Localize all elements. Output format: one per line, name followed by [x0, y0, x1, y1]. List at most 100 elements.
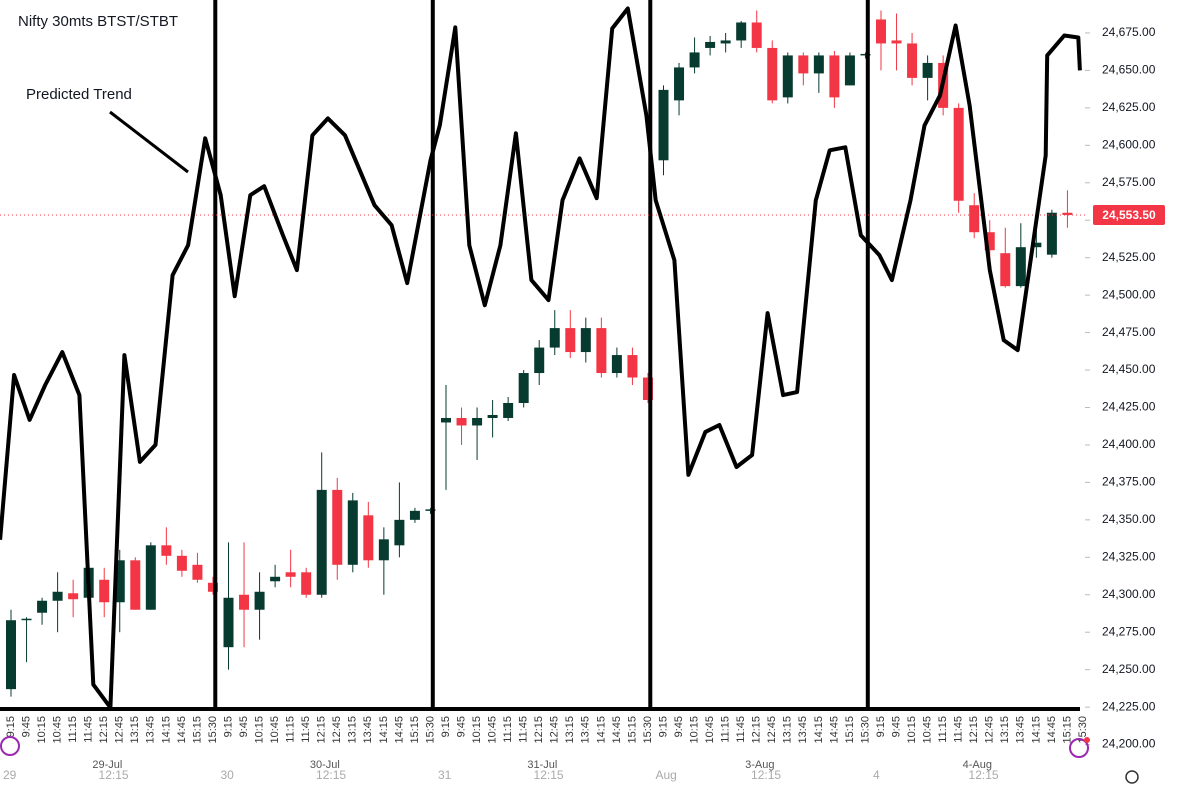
x-tick-label: 11:15 — [937, 716, 949, 743]
settings-icon[interactable] — [1125, 770, 1139, 784]
x-tick-label: 14:45 — [611, 716, 623, 744]
x-tick-label: 9:15 — [657, 716, 669, 737]
x-tick-label: 9:15 — [440, 716, 452, 737]
candle-body — [596, 328, 607, 374]
x-tick-label: 11:45 — [735, 716, 747, 743]
time-label: 12:15 — [316, 768, 346, 782]
x-tick-label: 15:15 — [409, 716, 421, 744]
x-tick-label: 13:15 — [129, 716, 141, 744]
x-tick-label: 9:45 — [455, 716, 467, 737]
candle-body — [860, 53, 871, 56]
x-tick-label: 13:45 — [797, 716, 809, 744]
x-tick-label: 12:15 — [316, 716, 328, 744]
candle-body — [720, 40, 731, 44]
time-label: 12:15 — [751, 768, 781, 782]
x-tick-label: 11:15 — [720, 716, 732, 743]
day-short-label: 30 — [221, 768, 235, 782]
x-tick-label: 10:15 — [253, 716, 265, 744]
candle-body — [798, 55, 809, 74]
x-tick-label: 15:15 — [844, 716, 856, 744]
y-tick-label: 24,475.00 — [1102, 325, 1156, 339]
candle-body — [1000, 253, 1011, 287]
y-tick-label: 24,275.00 — [1102, 624, 1156, 638]
candle-body — [1031, 242, 1042, 248]
candle-body — [891, 40, 902, 44]
x-tick-label: 11:15 — [502, 716, 514, 743]
annotation: Predicted Trend — [26, 86, 132, 103]
y-tick-label: 24,250.00 — [1102, 662, 1156, 676]
candle-body — [627, 355, 638, 378]
x-tick-label: 12:15 — [751, 716, 763, 744]
x-tick-label: 14:45 — [828, 716, 840, 744]
day-short-label: 29 — [3, 768, 17, 782]
x-tick-label: 14:15 — [813, 716, 825, 744]
candle-body — [953, 107, 964, 201]
candle-body — [767, 47, 778, 101]
candle-body — [409, 510, 420, 520]
x-tick-label: 10:15 — [688, 716, 700, 744]
candle-body — [21, 618, 32, 621]
x-tick-label: 9:15 — [5, 716, 17, 737]
icon-dot — [1084, 737, 1090, 743]
candle-body — [301, 572, 312, 595]
x-tick-label: 14:45 — [1046, 716, 1058, 744]
x-tick-label: 14:15 — [378, 716, 390, 744]
day-short-label: Aug — [656, 768, 677, 782]
y-tick-label: 24,225.00 — [1102, 699, 1156, 713]
day-label: 30-Jul — [310, 759, 340, 771]
y-tick-label: 24,625.00 — [1102, 100, 1156, 114]
x-tick-label: 13:15 — [564, 716, 576, 744]
x-tick-label: 15:15 — [626, 716, 638, 744]
icon[interactable] — [0, 736, 20, 756]
candle-body — [736, 22, 747, 41]
x-tick-label: 12:45 — [766, 716, 778, 744]
candle-body — [239, 594, 250, 610]
candle-body — [658, 89, 669, 161]
x-tick-label: 15:30 — [207, 716, 219, 744]
candle-body — [456, 417, 467, 426]
candle-body — [270, 576, 281, 582]
candle-body — [6, 620, 16, 690]
candle-body — [565, 328, 576, 353]
x-tick-label: 15:15 — [1061, 716, 1073, 744]
y-tick-label: 24,525.00 — [1102, 250, 1156, 264]
candle-body — [378, 539, 389, 561]
x-tick-label: 9:15 — [222, 716, 234, 737]
y-tick-label: 24,500.00 — [1102, 287, 1156, 301]
y-tick-label: 24,200.00 — [1102, 737, 1156, 751]
x-tick-label: 10:15 — [906, 716, 918, 744]
x-tick-label: 15:30 — [859, 716, 871, 744]
annotation-arrow — [109, 110, 189, 174]
day-label: 3-Aug — [745, 759, 774, 771]
candle-body — [254, 591, 265, 610]
x-tick-label: 14:15 — [1030, 716, 1042, 744]
x-tick-label: 12:15 — [533, 716, 545, 744]
candle-body — [176, 555, 187, 571]
trend-line — [0, 6, 1082, 709]
candle-body — [518, 373, 529, 403]
candle-body — [425, 509, 436, 511]
x-tick-label: 14:45 — [393, 716, 405, 744]
time-label: 12:15 — [969, 768, 999, 782]
y-tick-label: 24,300.00 — [1102, 587, 1156, 601]
x-tick-label: 9:15 — [875, 716, 887, 737]
x-tick-label: 10:45 — [269, 716, 281, 744]
candle-body — [394, 519, 405, 546]
x-tick-label: 14:45 — [176, 716, 188, 744]
candle-body — [782, 55, 793, 98]
day-label: 31-Jul — [527, 759, 557, 771]
candle-body — [1046, 212, 1057, 255]
candle-body — [332, 489, 343, 565]
candle-body — [207, 582, 218, 592]
x-tick-label: 14:15 — [595, 716, 607, 744]
time-label: 12:15 — [534, 768, 564, 782]
icon[interactable] — [1069, 738, 1089, 758]
last-price-box — [1093, 204, 1165, 225]
x-tick-label: 10:45 — [704, 716, 716, 744]
candle-body — [751, 22, 762, 48]
plot-area — [0, 0, 1085, 709]
x-tick-label: 10:45 — [52, 716, 64, 744]
last-price-label: 24,553.50 — [1102, 208, 1156, 222]
x-tick-label: 15:30 — [642, 716, 654, 744]
